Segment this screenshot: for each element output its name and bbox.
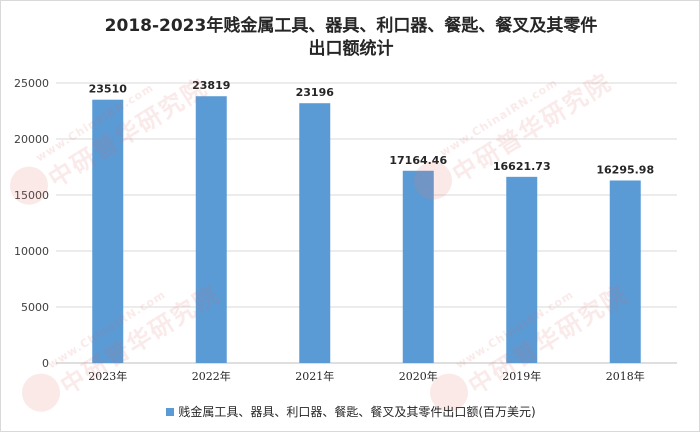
bar bbox=[609, 180, 641, 363]
x-tick-label: 2020年 bbox=[399, 369, 438, 383]
bar bbox=[92, 99, 124, 364]
y-axis: 0 5000 10000 15000 20000 25000 bbox=[14, 77, 49, 370]
data-label: 23510 bbox=[89, 83, 128, 96]
data-label: 16295.98 bbox=[596, 163, 654, 176]
y-tick-label: 15000 bbox=[14, 189, 49, 202]
chart-title-line-1: 2018-2023年贱金属工具、器具、利口器、餐匙、餐叉及其零件 bbox=[104, 16, 598, 36]
bar bbox=[402, 170, 434, 363]
x-tick-label: 2023年 bbox=[88, 369, 127, 383]
chart-title: 2018-2023年贱金属工具、器具、利口器、餐匙、餐叉及其零件 出口额统计 bbox=[1, 15, 699, 61]
legend-label: 贱金属工具、器具、利口器、餐匙、餐叉及其零件出口额(百万美元) bbox=[178, 405, 536, 419]
x-tick-label: 2019年 bbox=[502, 369, 541, 383]
data-labels: 23510 23819 23196 17164.46 16621.73 16295.98 bbox=[89, 79, 655, 176]
bar bbox=[195, 96, 227, 363]
data-label: 17164.46 bbox=[389, 154, 447, 167]
y-tick-label: 0 bbox=[42, 357, 49, 370]
y-tick-label: 25000 bbox=[14, 77, 49, 90]
x-tick-label: 2021年 bbox=[295, 369, 334, 383]
y-tick-label: 5000 bbox=[21, 301, 49, 314]
gridlines bbox=[56, 82, 677, 364]
chart-legend: 贱金属工具、器具、利口器、餐匙、餐叉及其零件出口额(百万美元) bbox=[1, 403, 699, 420]
y-tick-label: 20000 bbox=[14, 133, 49, 146]
bar bbox=[299, 103, 331, 363]
legend-swatch bbox=[166, 407, 175, 416]
x-axis: 2023年 2022年 2021年 2020年 2019年 2018年 bbox=[88, 369, 645, 383]
x-tick-label: 2018年 bbox=[606, 369, 645, 383]
chart-title-line-2: 出口额统计 bbox=[308, 39, 394, 59]
bar bbox=[506, 176, 538, 363]
data-label: 23819 bbox=[192, 79, 230, 92]
data-label: 23196 bbox=[296, 86, 335, 99]
data-label: 16621.73 bbox=[493, 160, 551, 173]
x-tick-label: 2022年 bbox=[192, 369, 231, 383]
bars bbox=[92, 96, 641, 364]
y-tick-label: 10000 bbox=[14, 245, 49, 258]
